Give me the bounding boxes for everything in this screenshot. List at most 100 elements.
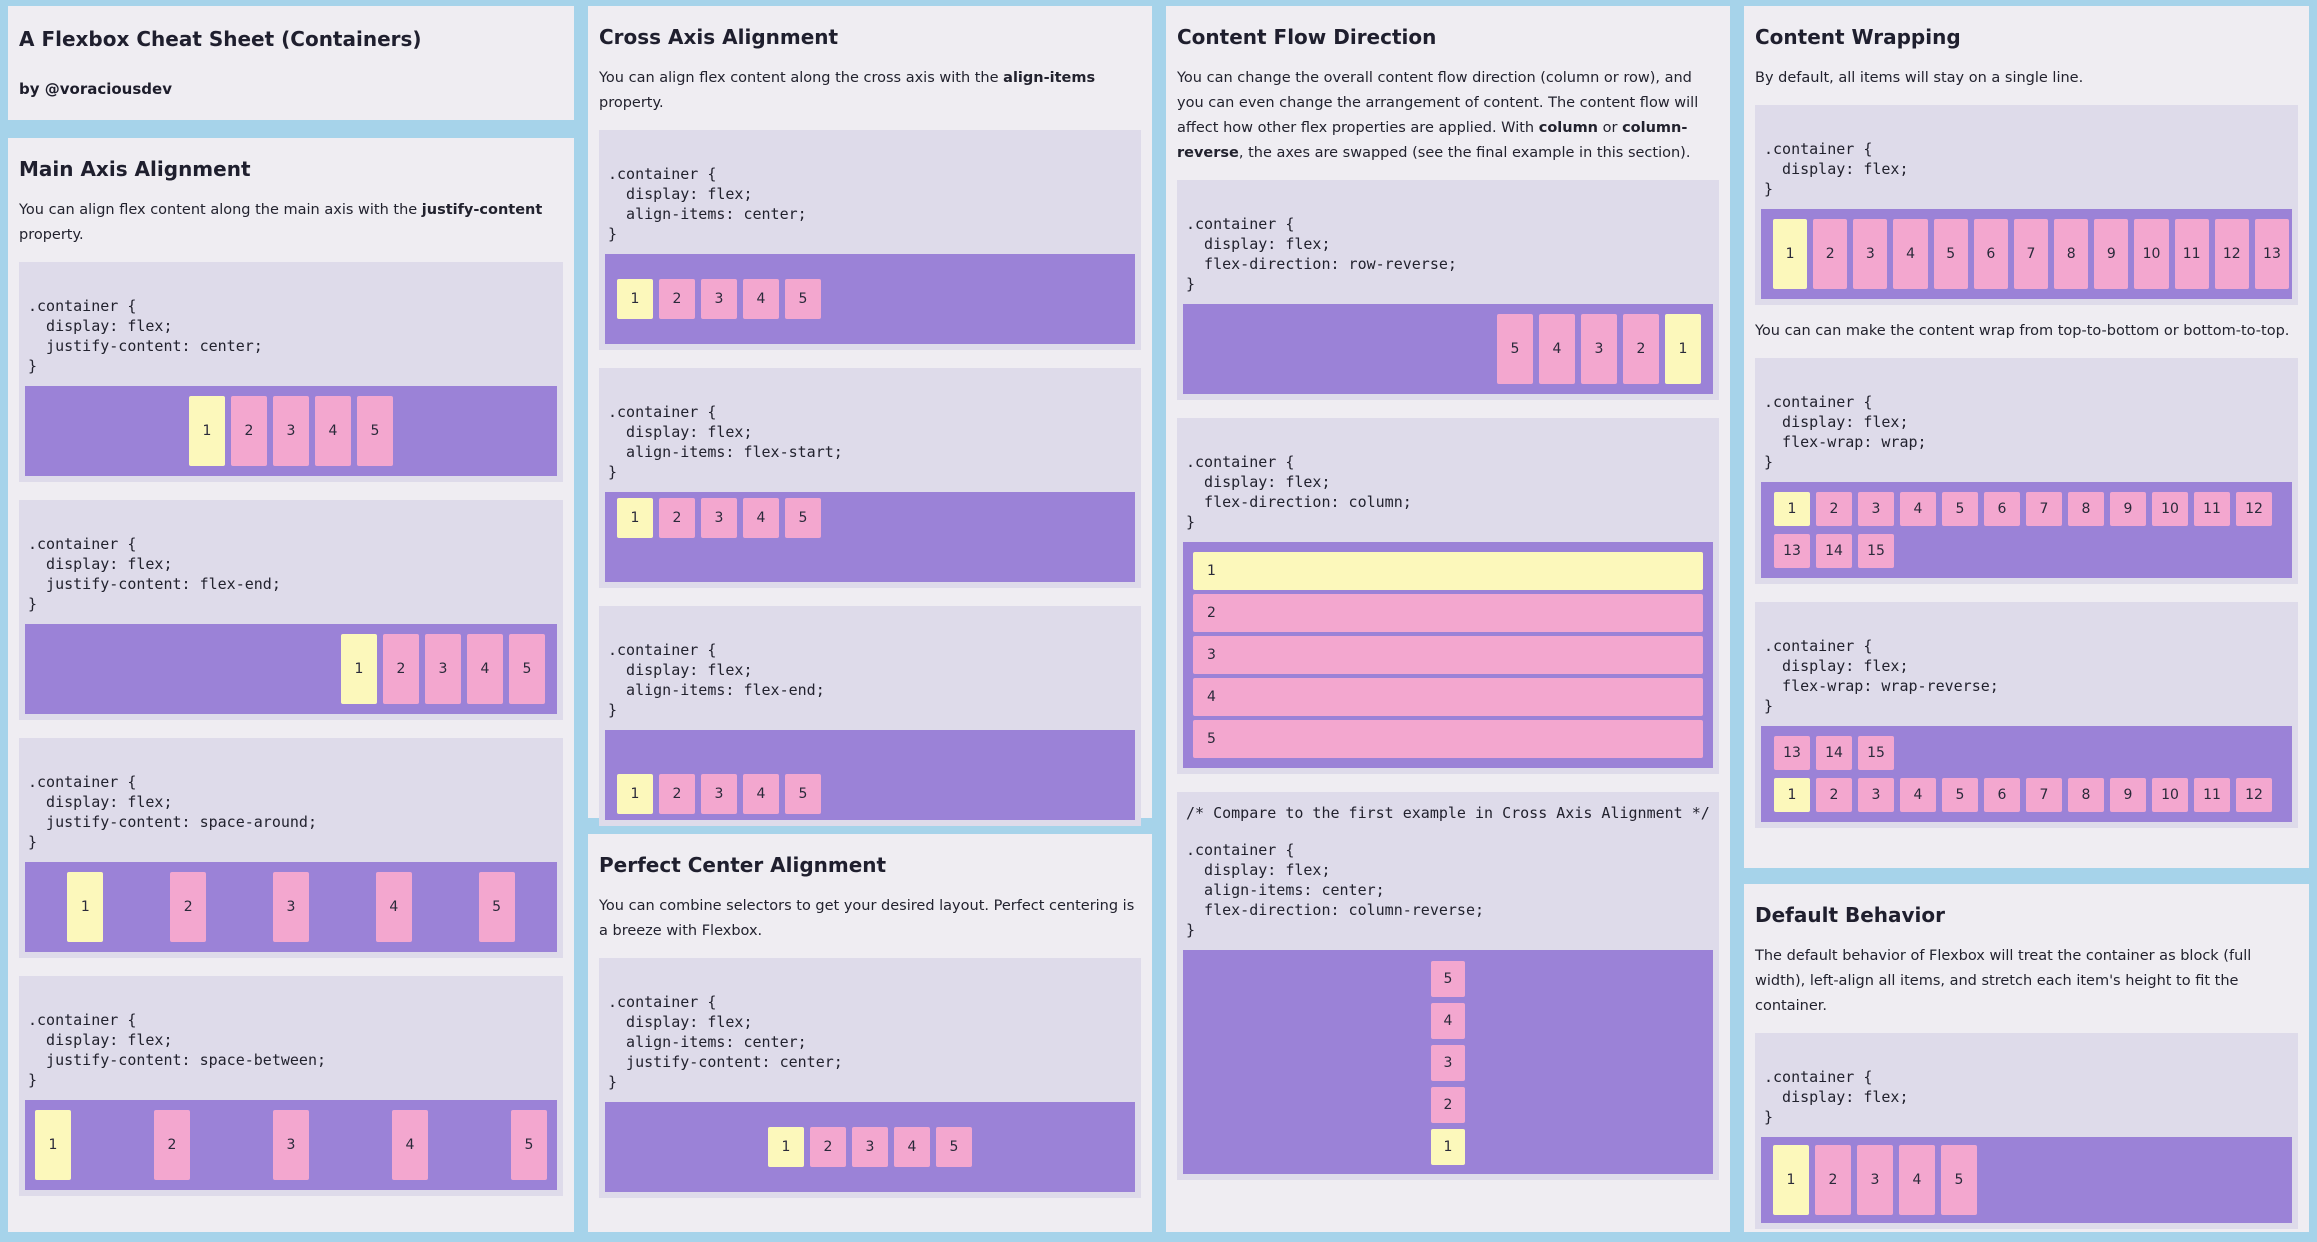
code-block: .container { display: flex; align-items:… — [1186, 841, 1485, 939]
flex-item: 13 — [1774, 534, 1810, 568]
flex-item: 3 — [1858, 778, 1894, 812]
main-axis-panel: Main Axis Alignment You can align flex c… — [8, 138, 574, 1232]
flex-item: 4 — [1900, 778, 1936, 812]
flex-item: 3 — [852, 1127, 888, 1167]
flex-item: 3 — [425, 634, 461, 704]
flex-item: 3 — [1431, 1045, 1465, 1081]
example-align-flex-end: .container { display: flex; align-items:… — [599, 606, 1141, 826]
wrapping-panel: Content Wrapping By default, all items w… — [1744, 6, 2309, 868]
code-block: .container { display: flex; } — [1764, 1068, 1909, 1126]
flex-item: 7 — [2026, 492, 2062, 526]
flex-item: 10 — [2152, 778, 2188, 812]
flex-item: 1 — [1665, 314, 1701, 384]
byline: by @voraciousdev — [19, 80, 172, 98]
perfect-center-panel: Perfect Center Alignment You can combine… — [588, 834, 1152, 1232]
flex-item: 2 — [659, 279, 695, 319]
flex-container-demo: 1 2 3 4 5 6 7 8 9 10 11 12 13 14 15 — [1761, 726, 2292, 822]
flex-item: 2 — [1623, 314, 1659, 384]
example-justify-flex-end: .container { display: flex; justify-cont… — [19, 500, 563, 720]
code-block: .container { display: flex; flex-wrap: w… — [1764, 393, 1927, 471]
flex-item: 2 — [810, 1127, 846, 1167]
flex-item: 10 — [2134, 219, 2169, 289]
section-description: You can can make the content wrap from t… — [1755, 323, 2290, 339]
flex-item: 6 — [1984, 778, 2020, 812]
flex-item: 4 — [467, 634, 503, 704]
section-description: You can combine selectors to get your de… — [599, 898, 1135, 939]
flex-item: 4 — [1539, 314, 1575, 384]
section-title: Cross Axis Alignment — [599, 25, 839, 49]
example-wrap-reverse: .container { display: flex; flex-wrap: w… — [1755, 602, 2298, 828]
flex-item: 4 — [1899, 1145, 1935, 1215]
flex-item: 4 — [1893, 219, 1928, 289]
flex-item: 3 — [273, 396, 309, 466]
flex-item: 14 — [1816, 736, 1852, 770]
example-wrap: .container { display: flex; flex-wrap: w… — [1755, 358, 2298, 584]
code-block: .container { display: flex; justify-cont… — [28, 1011, 327, 1089]
flex-item: 7 — [2013, 219, 2049, 289]
flex-item: 13 — [1774, 736, 1810, 770]
flex-item: 5 — [1942, 778, 1978, 812]
flex-item: 2 — [1193, 594, 1703, 632]
code-block: .container { display: flex; align-items:… — [608, 165, 807, 243]
flex-item: 2 — [1816, 778, 1852, 812]
flex-item: 3 — [1853, 219, 1888, 289]
code-block: .container { display: flex; justify-cont… — [28, 535, 281, 613]
flex-item: 2 — [154, 1110, 190, 1180]
flex-item: 2 — [1816, 492, 1852, 526]
flex-item: 3 — [701, 774, 737, 814]
flex-item: 2 — [659, 774, 695, 814]
flex-item: 8 — [2068, 778, 2104, 812]
flex-item: 6 — [1973, 219, 2008, 289]
flex-item: 1 — [617, 774, 653, 814]
flex-item: 3 — [701, 279, 737, 319]
flex-item: 2 — [1431, 1087, 1465, 1123]
flex-item: 1 — [1193, 552, 1703, 590]
flex-item: 2 — [231, 396, 267, 466]
section-description: You can align flex content along the mai… — [19, 202, 543, 243]
flex-item: 1 — [1773, 219, 1808, 289]
code-block: .container { display: flex; flex-directi… — [1186, 453, 1412, 531]
section-description: You can align flex content along the cro… — [599, 70, 1096, 111]
section-title: Main Axis Alignment — [19, 157, 251, 181]
flex-item: 3 — [272, 872, 309, 942]
flex-item: 11 — [2174, 219, 2209, 289]
section-description: The default behavior of Flexbox will tre… — [1755, 948, 2252, 1014]
flex-item: 11 — [2194, 778, 2230, 812]
flex-item: 10 — [2152, 492, 2188, 526]
flex-item: 5 — [1942, 492, 1978, 526]
flex-item: 5 — [1933, 219, 1968, 289]
code-block: .container { display: flex; align-items:… — [608, 993, 843, 1091]
flex-item: 9 — [2110, 492, 2146, 526]
flex-item: 2 — [170, 872, 207, 942]
code-block: .container { display: flex; align-items:… — [608, 641, 825, 719]
code-block: .container { display: flex; flex-wrap: w… — [1764, 637, 1999, 715]
example-align-center: .container { display: flex; align-items:… — [599, 130, 1141, 350]
flex-item: 1 — [189, 396, 225, 466]
section-description: By default, all items will stay on a sin… — [1755, 70, 2084, 86]
code-block: .container { display: flex; justify-cont… — [28, 297, 263, 375]
default-behavior-panel: Default Behavior The default behavior of… — [1744, 884, 2309, 1232]
flex-item: 9 — [2094, 219, 2129, 289]
flex-item: 5 — [785, 498, 821, 538]
flex-item: 2 — [1813, 219, 1848, 289]
section-title: Content Flow Direction — [1177, 25, 1437, 49]
flex-item: 2 — [659, 498, 695, 538]
flex-item: 1 — [617, 279, 653, 319]
code-comment: /* Compare to the first example in Cross… — [1186, 804, 1710, 822]
flex-item: 1 — [768, 1127, 804, 1167]
flex-item: 3 — [1581, 314, 1617, 384]
flex-item: 5 — [1193, 720, 1703, 758]
code-block: .container { display: flex; justify-cont… — [28, 773, 317, 851]
example-justify-space-around: .container { display: flex; justify-cont… — [19, 738, 563, 958]
flex-item: 4 — [1193, 678, 1703, 716]
flex-item: 1 — [1431, 1129, 1465, 1165]
